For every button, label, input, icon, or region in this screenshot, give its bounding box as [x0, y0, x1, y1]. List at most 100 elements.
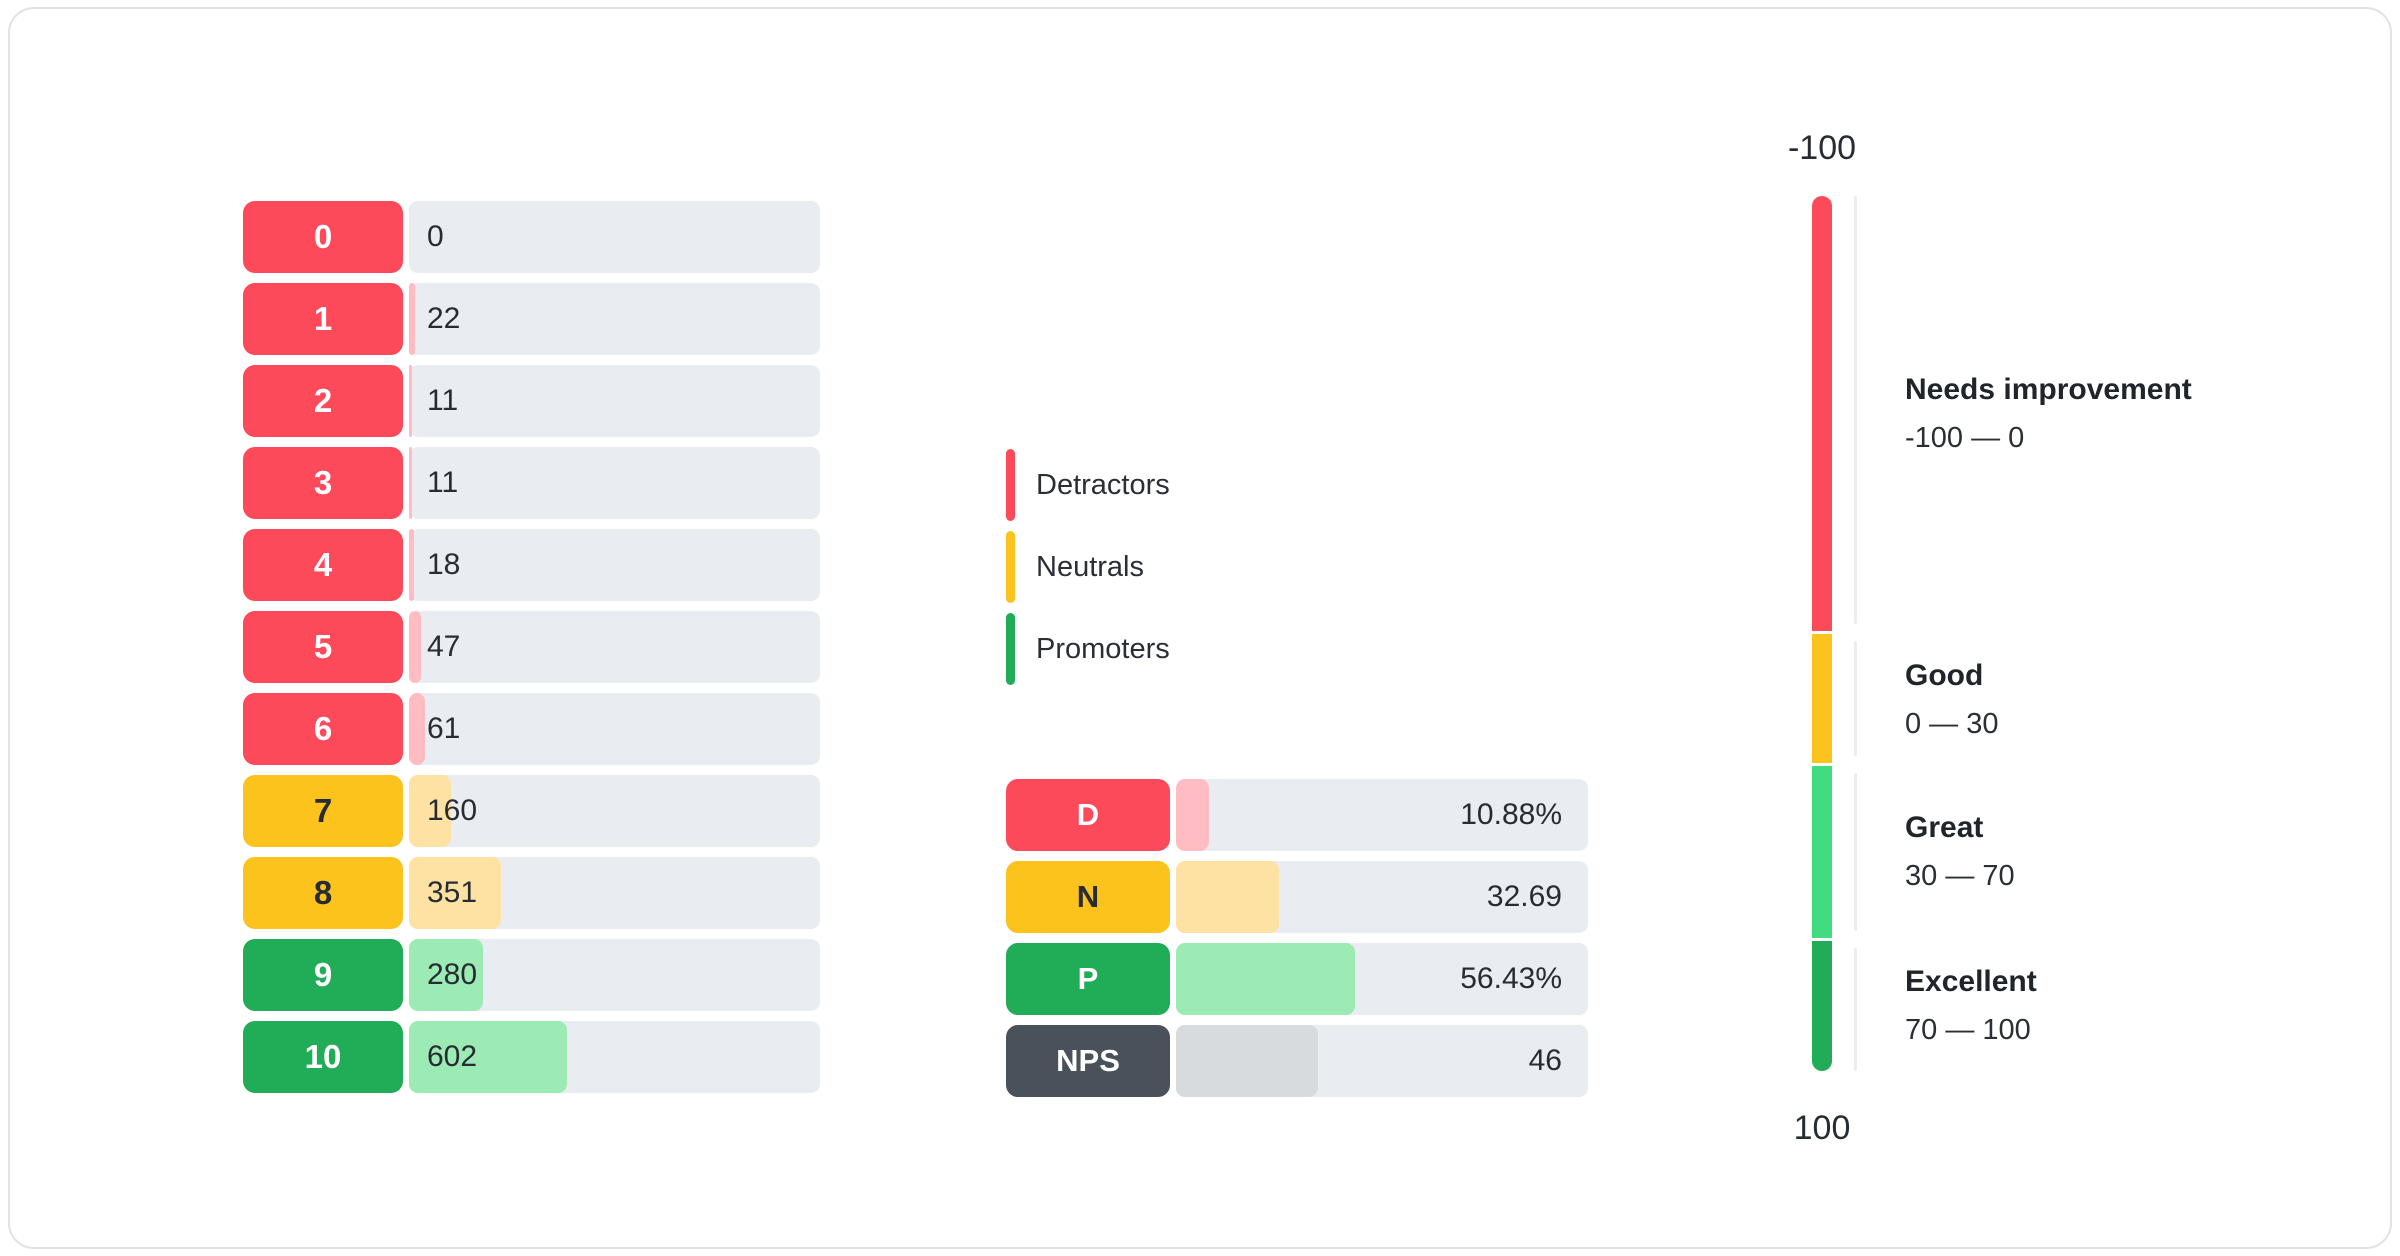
score-badge-6: 6	[243, 693, 403, 765]
nps-dashboard-card: 0 0 1 22 2 11 3 11	[8, 7, 2392, 1249]
legend-label: Promoters	[1036, 632, 1170, 665]
summary-badge-n: N	[1006, 861, 1170, 933]
score-badge-9: 9	[243, 939, 403, 1011]
score-bar-fill	[409, 529, 414, 601]
score-bar-track: 602	[409, 1021, 820, 1093]
score-row-3: 3 11	[243, 447, 820, 519]
score-bar-fill	[409, 283, 415, 355]
neutrals-color-pill	[1006, 531, 1015, 603]
score-bar-fill	[409, 611, 422, 683]
score-badge-7: 7	[243, 775, 403, 847]
score-bar-track: 280	[409, 939, 820, 1011]
score-bar-fill	[409, 693, 426, 765]
summary-bar-fill	[1176, 779, 1209, 851]
axis-segment	[1854, 948, 1857, 1071]
legend: Detractors Neutrals Promoters	[1006, 449, 1170, 695]
score-row-0: 0 0	[243, 201, 820, 273]
score-badge-2: 2	[243, 365, 403, 437]
nps-summary-chart: D 10.88% N 32.69 P 56.43% NPS 46	[1006, 779, 1588, 1107]
gauge-segment-excellent	[1812, 941, 1832, 1071]
score-distribution-chart: 0 0 1 22 2 11 3 11	[243, 201, 820, 1103]
score-value: 602	[427, 1040, 478, 1073]
score-bar-track: 47	[409, 611, 820, 683]
band-needs-improvement: Needs improvement -100 — 0	[1905, 370, 2192, 458]
summary-row-neutrals: N 32.69	[1006, 861, 1588, 933]
summary-bar-track: 32.69	[1176, 861, 1588, 933]
summary-badge-p: P	[1006, 943, 1170, 1015]
score-value: 160	[427, 794, 478, 827]
score-bar-track: 160	[409, 775, 820, 847]
summary-value: 10.88%	[1460, 798, 1562, 831]
gauge-axis-line	[1854, 196, 1857, 1073]
score-value: 61	[427, 712, 461, 745]
summary-value: 56.43%	[1460, 962, 1562, 995]
band-range: 70 — 100	[1905, 1014, 2031, 1046]
nps-gauge	[1812, 196, 1832, 1073]
score-bar-track: 22	[409, 283, 820, 355]
summary-value: 46	[1528, 1044, 1562, 1077]
score-badge-10: 10	[243, 1021, 403, 1093]
summary-row-nps: NPS 46	[1006, 1025, 1588, 1097]
summary-bar-fill	[1176, 861, 1279, 933]
score-bar-track: 11	[409, 447, 820, 519]
score-bar-track: 61	[409, 693, 820, 765]
score-badge-8: 8	[243, 857, 403, 929]
band-great: Great 30 — 70	[1905, 808, 2015, 896]
band-title: Good	[1905, 659, 1984, 692]
score-row-5: 5 47	[243, 611, 820, 683]
gauge-segment-great	[1812, 766, 1832, 938]
summary-row-promoters: P 56.43%	[1006, 943, 1588, 1015]
band-title: Great	[1905, 811, 1984, 844]
score-value: 47	[427, 630, 461, 663]
axis-segment	[1854, 641, 1857, 756]
legend-item-detractors[interactable]: Detractors	[1006, 449, 1170, 521]
gauge-segment-needs-improvement	[1812, 196, 1832, 631]
score-row-2: 2 11	[243, 365, 820, 437]
score-bar-fill	[409, 939, 483, 1011]
score-badge-5: 5	[243, 611, 403, 683]
summary-bar-fill	[1176, 1025, 1319, 1097]
axis-segment	[1854, 196, 1857, 624]
score-bar-fill	[409, 365, 412, 437]
score-bar-track: 11	[409, 365, 820, 437]
summary-bar-track: 46	[1176, 1025, 1588, 1097]
summary-value: 32.69	[1486, 880, 1562, 913]
score-row-10: 10 602	[243, 1021, 820, 1093]
legend-item-promoters[interactable]: Promoters	[1006, 613, 1170, 685]
score-value: 11	[427, 384, 459, 417]
score-bar-track: 18	[409, 529, 820, 601]
score-row-9: 9 280	[243, 939, 820, 1011]
summary-bar-track: 56.43%	[1176, 943, 1588, 1015]
gauge-min-label: 100	[1793, 1109, 1851, 1147]
band-title: Excellent	[1905, 965, 2037, 998]
band-range: 0 — 30	[1905, 708, 1999, 740]
summary-badge-d: D	[1006, 779, 1170, 851]
legend-item-neutrals[interactable]: Neutrals	[1006, 531, 1170, 603]
score-badge-4: 4	[243, 529, 403, 601]
score-row-6: 6 61	[243, 693, 820, 765]
score-value: 351	[427, 876, 478, 909]
band-good: Good 0 — 30	[1905, 656, 1999, 744]
band-title: Needs improvement	[1905, 373, 2192, 406]
score-bar-fill	[409, 857, 502, 929]
score-bar-track: 351	[409, 857, 820, 929]
score-badge-1: 1	[243, 283, 403, 355]
score-row-4: 4 18	[243, 529, 820, 601]
score-bar-track: 0	[409, 201, 820, 273]
score-row-7: 7 160	[243, 775, 820, 847]
score-row-8: 8 351	[243, 857, 820, 929]
promoters-color-pill	[1006, 613, 1015, 685]
legend-label: Detractors	[1036, 468, 1170, 501]
summary-bar-fill	[1176, 943, 1356, 1015]
summary-row-detractors: D 10.88%	[1006, 779, 1588, 851]
score-bar-fill	[409, 447, 412, 519]
summary-bar-track: 10.88%	[1176, 779, 1588, 851]
band-range: -100 — 0	[1905, 422, 2025, 454]
score-value: 0	[427, 220, 444, 253]
score-row-1: 1 22	[243, 283, 820, 355]
score-bar-fill	[409, 775, 452, 847]
axis-segment	[1854, 773, 1857, 931]
score-value: 22	[427, 302, 461, 335]
score-badge-0: 0	[243, 201, 403, 273]
band-range: 30 — 70	[1905, 860, 2015, 892]
